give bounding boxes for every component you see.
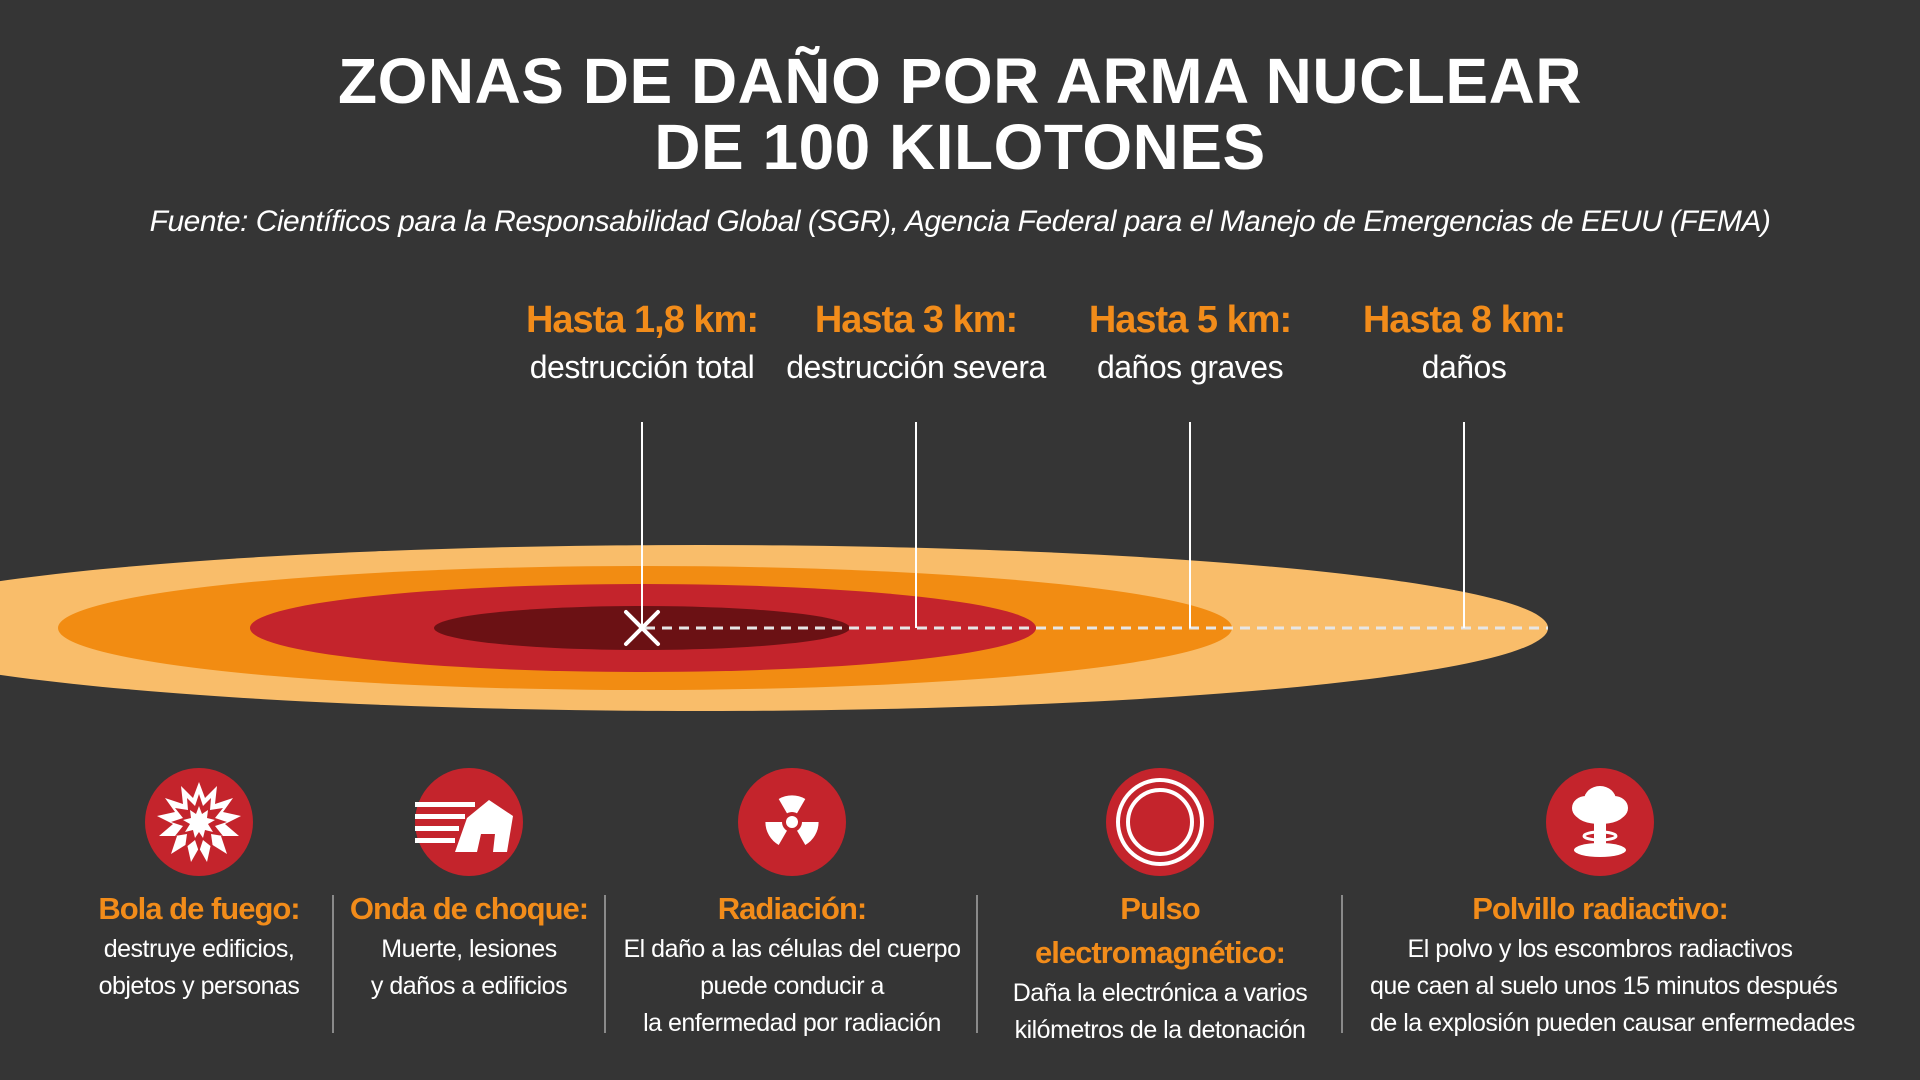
effect-title: Bola de fuego: (98, 891, 300, 926)
zone-description: destrucción severa (786, 349, 1046, 385)
zone-label-1: Hasta 1,8 km: destrucción total (492, 296, 792, 390)
source-caption: Fuente: Científicos para la Responsabili… (149, 205, 1771, 238)
radiation-icon (738, 768, 846, 876)
effect-description-line: de la explosión pueden causar enfermedad… (1370, 1009, 1855, 1037)
effect-description-line: Muerte, lesiones (381, 935, 557, 963)
emp-pulse-icon (1106, 768, 1214, 876)
effect-radiation: Radiación: El daño a las células del cue… (622, 768, 962, 1042)
zone-distance: Hasta 5 km: (1088, 299, 1292, 341)
zone-description: daños graves (1096, 349, 1284, 385)
fireball-icon (145, 768, 253, 876)
effect-description-line: objetos y personas (98, 972, 300, 1000)
effect-divider (976, 895, 978, 1033)
effect-description-line: puede conducir a (700, 972, 884, 1000)
zone-distance: Hasta 3 km: (814, 299, 1018, 341)
zone-label-4: Hasta 8 km: daños (1314, 296, 1614, 390)
title-line-1: ZONAS DE DAÑO POR ARMA NUCLEAR (337, 45, 1583, 117)
effect-description-line: El daño a las células del cuerpo (623, 935, 961, 963)
effect-fallout: Polvillo radiactivo: El polvo y los esco… (1370, 768, 1855, 1042)
effect-divider (1341, 895, 1343, 1033)
effect-description-line: El polvo y los escombros radiactivos (1407, 935, 1793, 963)
effect-title: Radiación: (717, 891, 867, 926)
zone-label-3: Hasta 5 km: daños graves (1040, 296, 1340, 390)
effect-description-line: destruye edificios, (103, 935, 295, 963)
zone-distance: Hasta 8 km: (1362, 299, 1566, 341)
ground-zero-x-icon (624, 610, 660, 646)
effect-title: Pulso electromagnético: (1034, 891, 1286, 970)
zone-distance: Hasta 1,8 km: (525, 299, 759, 341)
title-line-2: DE 100 KILOTONES (654, 111, 1266, 183)
effect-description-line: y daños a edificios (370, 972, 568, 1000)
effect-title: Polvillo radiactivo: (1472, 891, 1729, 926)
zone-description: destrucción total (529, 349, 755, 385)
effect-shockwave: Onda de choque: Muerte, lesiones y daños… (349, 768, 589, 1005)
effect-description-line: que caen al suelo unos 15 minutos despué… (1370, 972, 1838, 1000)
shockwave-house-icon (415, 768, 523, 876)
zone-label-2: Hasta 3 km: destrucción severa (766, 296, 1066, 390)
zone-description: daños (1421, 349, 1507, 385)
effect-title: Onda de choque: (349, 891, 589, 926)
effect-emp: Pulso electromagnético: Daña la electrón… (1000, 768, 1320, 1049)
effect-divider (332, 895, 334, 1033)
effect-description-line: kilómetros de la detonación (1014, 1016, 1306, 1044)
effect-description-line: la enfermedad por radiación (643, 1009, 941, 1037)
mushroom-cloud-icon (1546, 768, 1654, 876)
effect-divider (604, 895, 606, 1033)
effect-fireball: Bola de fuego: destruye edificios, objet… (79, 768, 319, 1005)
effect-description-line: Daña la electrónica a varios (1012, 979, 1308, 1007)
page-title: ZONAS DE DAÑO POR ARMA NUCLEAR DE 100 KI… (0, 48, 1920, 180)
